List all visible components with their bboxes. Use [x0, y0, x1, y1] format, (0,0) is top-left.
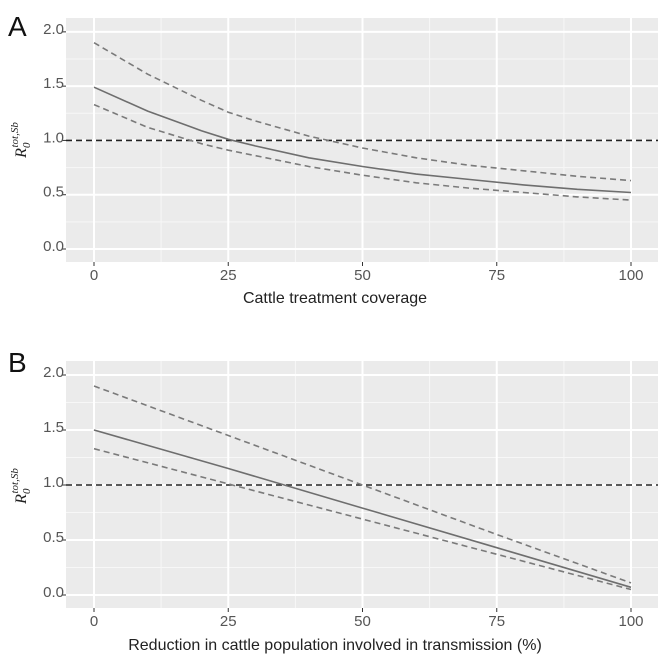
- y-axis-title-superscript: tot,Sb: [9, 122, 21, 148]
- y-tick-label: 2.0: [43, 364, 64, 381]
- series-line-lower-bound: [93, 103, 632, 201]
- y-axis-title-main: R: [13, 148, 30, 159]
- y-tick-label: 1.0: [43, 129, 64, 146]
- x-tick-label: 50: [354, 613, 371, 630]
- y-axis-title: R0tot,Sb: [9, 122, 33, 159]
- x-tick-label: 50: [354, 267, 371, 284]
- x-tick-label: 0: [90, 613, 98, 630]
- x-tick-label: 75: [488, 613, 505, 630]
- x-axis-title: Reduction in cattle population involved …: [128, 637, 542, 654]
- x-tick-label: 25: [220, 267, 237, 284]
- panel-letter: B: [8, 347, 27, 378]
- series-line-lower-bound: [93, 447, 632, 591]
- y-tick-label: 2.0: [43, 21, 64, 38]
- x-tick-label: 100: [618, 613, 643, 630]
- y-tick-label: 1.5: [43, 75, 64, 92]
- panel-letter: A: [8, 11, 27, 42]
- y-tick-label: 1.5: [43, 419, 64, 436]
- y-tick-label: 0.0: [43, 238, 64, 255]
- x-tick-label: 100: [618, 267, 643, 284]
- x-tick-label: 0: [90, 267, 98, 284]
- x-axis-title: Cattle treatment coverage: [243, 290, 427, 307]
- y-axis-title-superscript: tot,Sb: [9, 468, 21, 494]
- panel-a: 0.0 0.5 1.0 1.5 2.0 0 25 50 75 100 Cattle treatmen…: [8, 11, 658, 307]
- y-axis-title-subscript: 0: [21, 142, 33, 148]
- y-tick-label: 0.5: [43, 529, 64, 546]
- series-line-estimate: [93, 429, 632, 589]
- series-line-upper-bound: [93, 42, 632, 182]
- series-line-estimate: [93, 86, 632, 194]
- y-axis-title-main: R: [13, 494, 30, 505]
- x-tick-label: 25: [220, 613, 237, 630]
- series-line-upper-bound: [93, 385, 632, 584]
- y-tick-label: 0.5: [43, 184, 64, 201]
- y-tick-label: 0.0: [43, 584, 64, 601]
- x-tick-label: 75: [488, 267, 505, 284]
- y-axis-title: R0tot,Sb: [9, 468, 33, 505]
- y-tick-label: 1.0: [43, 474, 64, 491]
- y-axis-title-subscript: 0: [21, 488, 33, 494]
- panel-b: 0.0 0.5 1.0 1.5 2.0 0 25 50 75 100 Reduction in ca…: [8, 347, 658, 654]
